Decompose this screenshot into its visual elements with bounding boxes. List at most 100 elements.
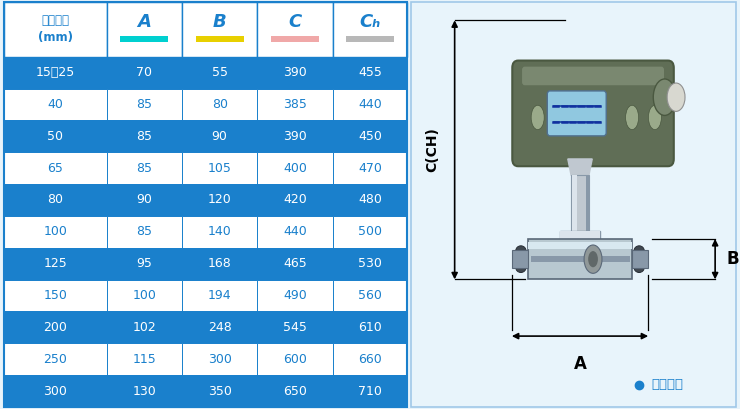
- Bar: [182, 280, 258, 311]
- Text: 80: 80: [212, 98, 228, 111]
- Bar: [258, 375, 333, 407]
- Bar: [258, 311, 333, 343]
- Bar: [182, 311, 258, 343]
- Text: A: A: [574, 355, 586, 373]
- Bar: [182, 89, 258, 120]
- Text: 85: 85: [136, 225, 152, 238]
- Bar: [182, 57, 258, 89]
- Text: C: C: [289, 13, 302, 31]
- Text: 440: 440: [358, 98, 382, 111]
- Bar: [182, 216, 258, 248]
- Text: 390: 390: [283, 130, 307, 143]
- Text: Cₕ: Cₕ: [359, 13, 380, 31]
- Text: 102: 102: [132, 321, 156, 334]
- Text: 600: 600: [283, 353, 307, 366]
- Bar: [107, 311, 182, 343]
- Text: 50: 50: [47, 130, 63, 143]
- Text: 55: 55: [212, 66, 228, 79]
- Text: 710: 710: [358, 384, 382, 398]
- Text: 440: 440: [283, 225, 307, 238]
- Text: 420: 420: [283, 193, 307, 207]
- Bar: [4, 248, 107, 280]
- Bar: [512, 250, 528, 268]
- Bar: [195, 36, 243, 43]
- Text: B: B: [727, 250, 739, 268]
- Text: 150: 150: [43, 289, 67, 302]
- Bar: [107, 343, 182, 375]
- Bar: [4, 57, 107, 89]
- Bar: [333, 375, 407, 407]
- Bar: [182, 375, 258, 407]
- Bar: [258, 216, 333, 248]
- Text: 168: 168: [208, 257, 232, 270]
- Text: 95: 95: [136, 257, 152, 270]
- Text: 465: 465: [283, 257, 307, 270]
- Bar: [333, 311, 407, 343]
- Bar: [333, 57, 407, 89]
- Text: 100: 100: [43, 225, 67, 238]
- Bar: [107, 248, 182, 280]
- Ellipse shape: [588, 251, 598, 267]
- Text: 65: 65: [47, 162, 63, 175]
- FancyBboxPatch shape: [548, 91, 606, 136]
- Bar: [4, 375, 107, 407]
- Ellipse shape: [634, 262, 645, 272]
- Bar: [4, 2, 107, 57]
- Text: 560: 560: [358, 289, 382, 302]
- Ellipse shape: [625, 105, 639, 130]
- Text: 500: 500: [358, 225, 382, 238]
- Bar: [258, 152, 333, 184]
- Bar: [107, 216, 182, 248]
- Bar: [258, 280, 333, 311]
- Text: 300: 300: [43, 384, 67, 398]
- Bar: [333, 89, 407, 120]
- Text: 90: 90: [212, 130, 228, 143]
- Bar: [107, 280, 182, 311]
- Text: 390: 390: [283, 66, 307, 79]
- Bar: [572, 175, 577, 231]
- Text: 660: 660: [358, 353, 382, 366]
- Bar: [182, 184, 258, 216]
- Bar: [528, 239, 632, 279]
- Bar: [182, 343, 258, 375]
- Bar: [333, 280, 407, 311]
- Ellipse shape: [516, 262, 526, 272]
- Text: 100: 100: [132, 289, 156, 302]
- Bar: [107, 375, 182, 407]
- Bar: [182, 152, 258, 184]
- Text: 350: 350: [208, 384, 232, 398]
- Text: 40: 40: [47, 98, 63, 111]
- Bar: [333, 120, 407, 152]
- Bar: [271, 36, 319, 43]
- Bar: [333, 184, 407, 216]
- Text: 530: 530: [358, 257, 382, 270]
- Bar: [4, 89, 107, 120]
- Ellipse shape: [653, 79, 676, 115]
- Ellipse shape: [584, 245, 602, 273]
- Ellipse shape: [634, 246, 645, 256]
- Text: 70: 70: [136, 66, 152, 79]
- Bar: [333, 2, 407, 57]
- Text: 80: 80: [47, 193, 63, 207]
- Text: 90: 90: [136, 193, 152, 207]
- Text: 常规仪表: 常规仪表: [652, 378, 684, 391]
- Bar: [182, 120, 258, 152]
- Text: 125: 125: [43, 257, 67, 270]
- FancyBboxPatch shape: [522, 67, 664, 85]
- Bar: [560, 231, 599, 239]
- Ellipse shape: [516, 246, 526, 256]
- Text: B: B: [213, 13, 226, 31]
- Bar: [258, 343, 333, 375]
- Bar: [120, 36, 169, 43]
- Bar: [258, 57, 333, 89]
- Bar: [4, 311, 107, 343]
- Text: 85: 85: [136, 98, 152, 111]
- Text: 455: 455: [358, 66, 382, 79]
- Bar: [107, 57, 182, 89]
- Bar: [4, 280, 107, 311]
- Text: A: A: [138, 13, 151, 31]
- Bar: [586, 175, 588, 231]
- Bar: [258, 2, 333, 57]
- Bar: [333, 216, 407, 248]
- Text: 85: 85: [136, 130, 152, 143]
